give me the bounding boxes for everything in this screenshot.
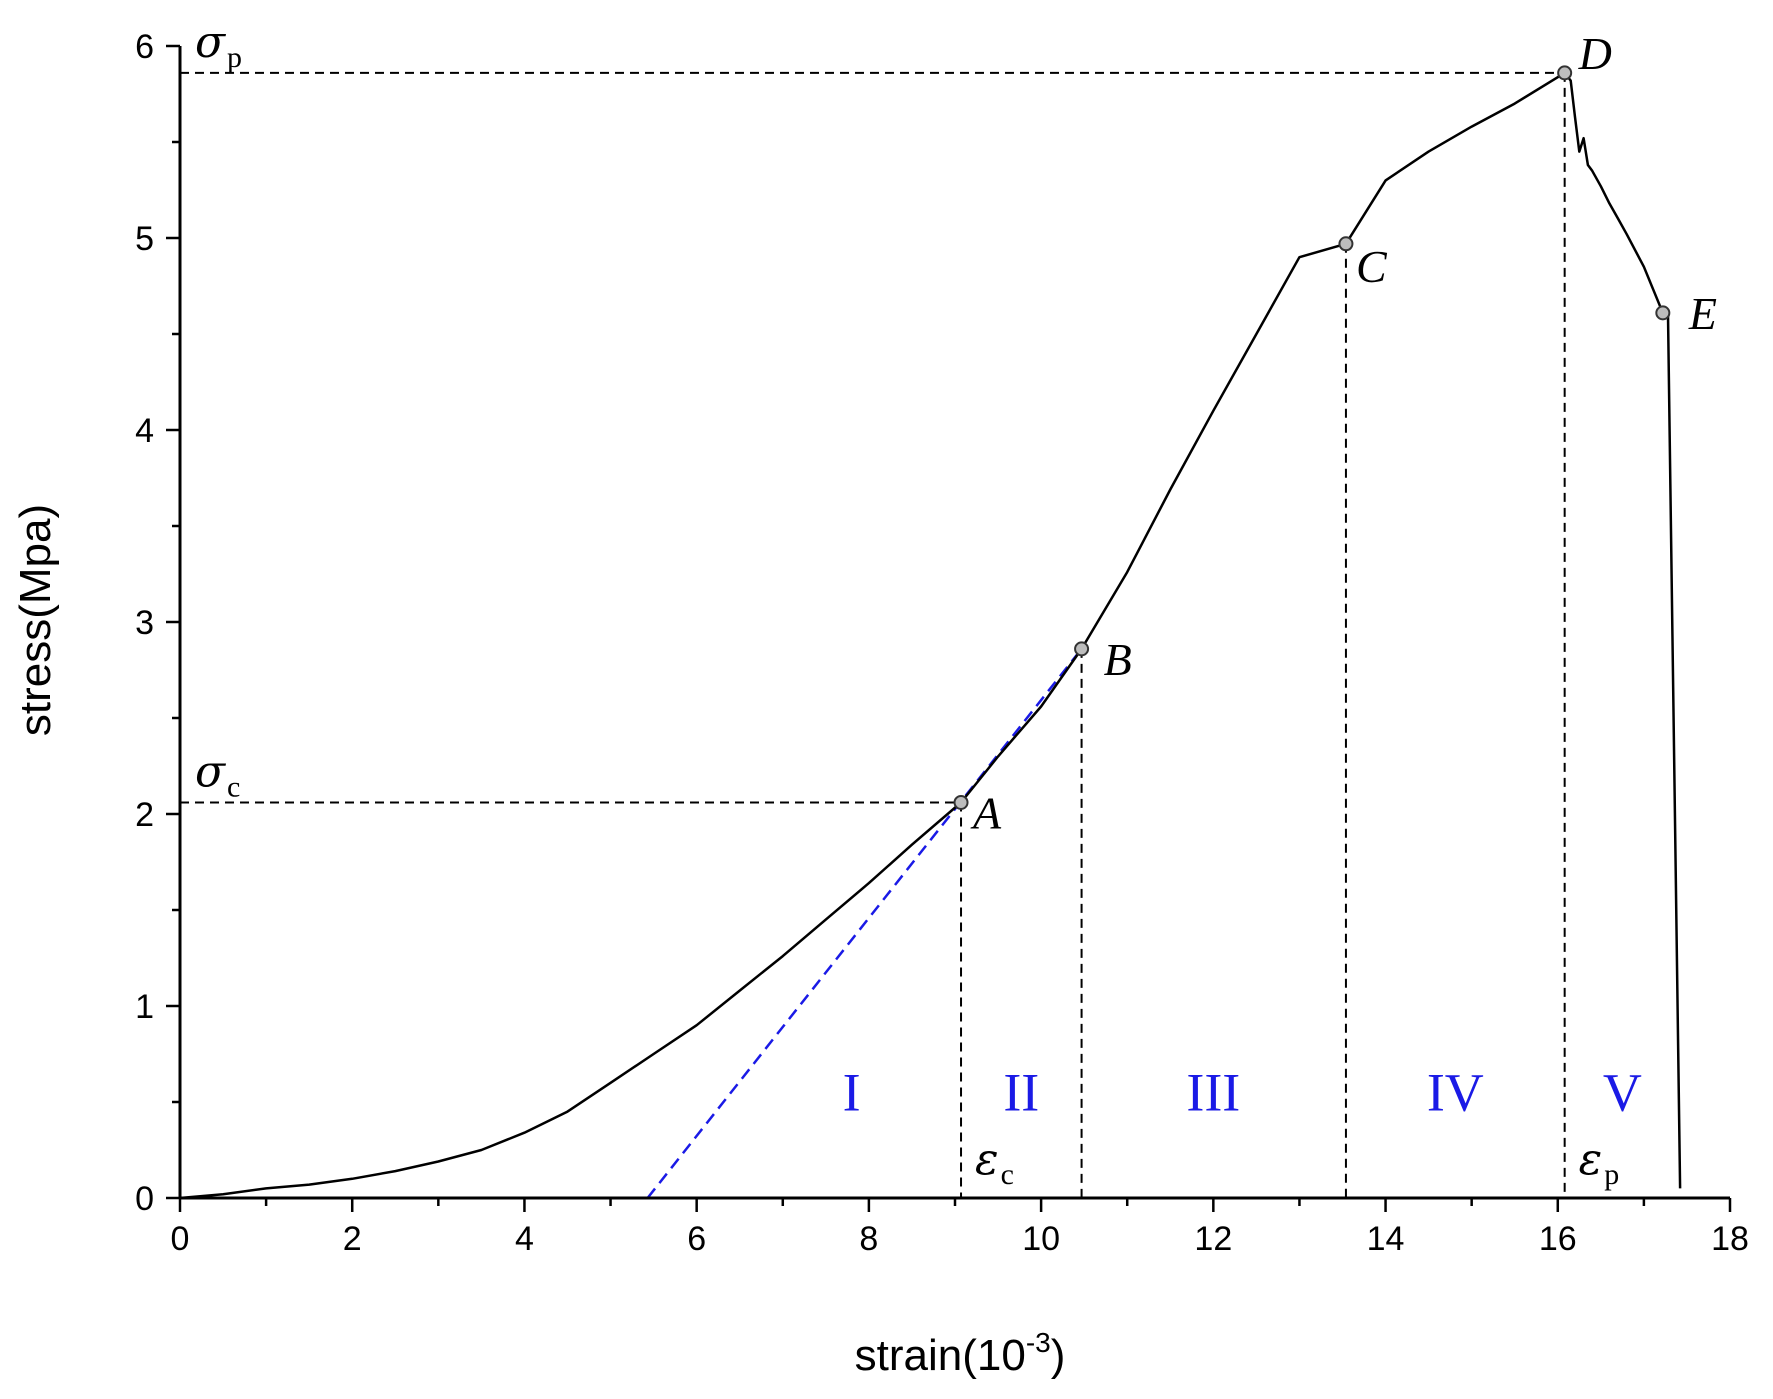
point-marker-D [1557, 65, 1573, 81]
x-tick-label: 12 [1194, 1220, 1232, 1258]
stress-symbol-label: σc [195, 746, 240, 803]
x-axis-title-superscript: -3 [1026, 1327, 1051, 1358]
point-label-B: B [1104, 634, 1132, 685]
y-tick-label: 6 [135, 28, 154, 66]
region-label: II [1003, 1062, 1039, 1122]
x-tick-label: 16 [1539, 1220, 1577, 1258]
region-labels: I II III IV V [843, 1062, 1642, 1122]
y-tick-label: 3 [135, 604, 154, 642]
x-axis-title-close: ) [1051, 1331, 1066, 1380]
stress-symbol: σ [195, 746, 227, 797]
strain-symbol-subscript: p [1604, 1158, 1619, 1191]
point-label-E: E [1688, 288, 1717, 339]
y-axis-title: stress(Mpa) [11, 504, 60, 736]
point-marker-C [1338, 236, 1354, 252]
y-tick-label: 2 [135, 796, 154, 834]
strain-symbol-label: εc [975, 1134, 1014, 1191]
stress-symbol: σ [195, 17, 227, 68]
strain-symbol: ε [1579, 1134, 1603, 1185]
point-label-A: A [970, 787, 1002, 838]
axes [166, 44, 1732, 1212]
x-tick-label: 8 [859, 1220, 878, 1258]
key-points: A B C D E [953, 28, 1717, 838]
x-tick-label: 6 [687, 1220, 706, 1258]
region-label: V [1603, 1062, 1642, 1122]
stress-symbol-subscript: c [227, 770, 240, 803]
strain-symbol: ε [975, 1134, 999, 1185]
region-label: I [843, 1062, 861, 1122]
strain-symbol-subscript: c [1001, 1158, 1014, 1191]
region-label: IV [1427, 1062, 1484, 1122]
region-label: III [1186, 1062, 1240, 1122]
stress-symbol-subscript: p [227, 41, 242, 74]
tangent-line [646, 648, 1083, 1199]
x-axis-title: strain(10-3) [855, 1327, 1066, 1380]
x-tick-label: 0 [171, 1220, 190, 1258]
strain-symbol-label: εp [1579, 1134, 1620, 1191]
point-label-D: D [1578, 28, 1612, 79]
y-tick-label: 4 [135, 412, 154, 450]
point-marker-E [1655, 305, 1671, 321]
point-marker-B [1074, 641, 1090, 657]
x-tick-label: 10 [1022, 1220, 1060, 1258]
x-tick-label: 4 [515, 1220, 534, 1258]
x-tick-label: 2 [343, 1220, 362, 1258]
x-tick-label: 18 [1711, 1220, 1749, 1258]
stress-strain-curve [179, 71, 1682, 1200]
x-axis-title-main: strain(10 [855, 1331, 1026, 1380]
point-marker-A [953, 794, 969, 810]
x-tick-label: 14 [1367, 1220, 1405, 1258]
point-label-C: C [1356, 241, 1388, 292]
y-tick-label: 5 [135, 220, 154, 258]
stress-symbol-label: σp [195, 17, 242, 74]
tangent-line-group [646, 648, 1083, 1199]
y-tick-label: 1 [135, 988, 154, 1026]
stress-strain-curve-group [179, 71, 1682, 1200]
y-tick-label: 0 [135, 1180, 154, 1218]
